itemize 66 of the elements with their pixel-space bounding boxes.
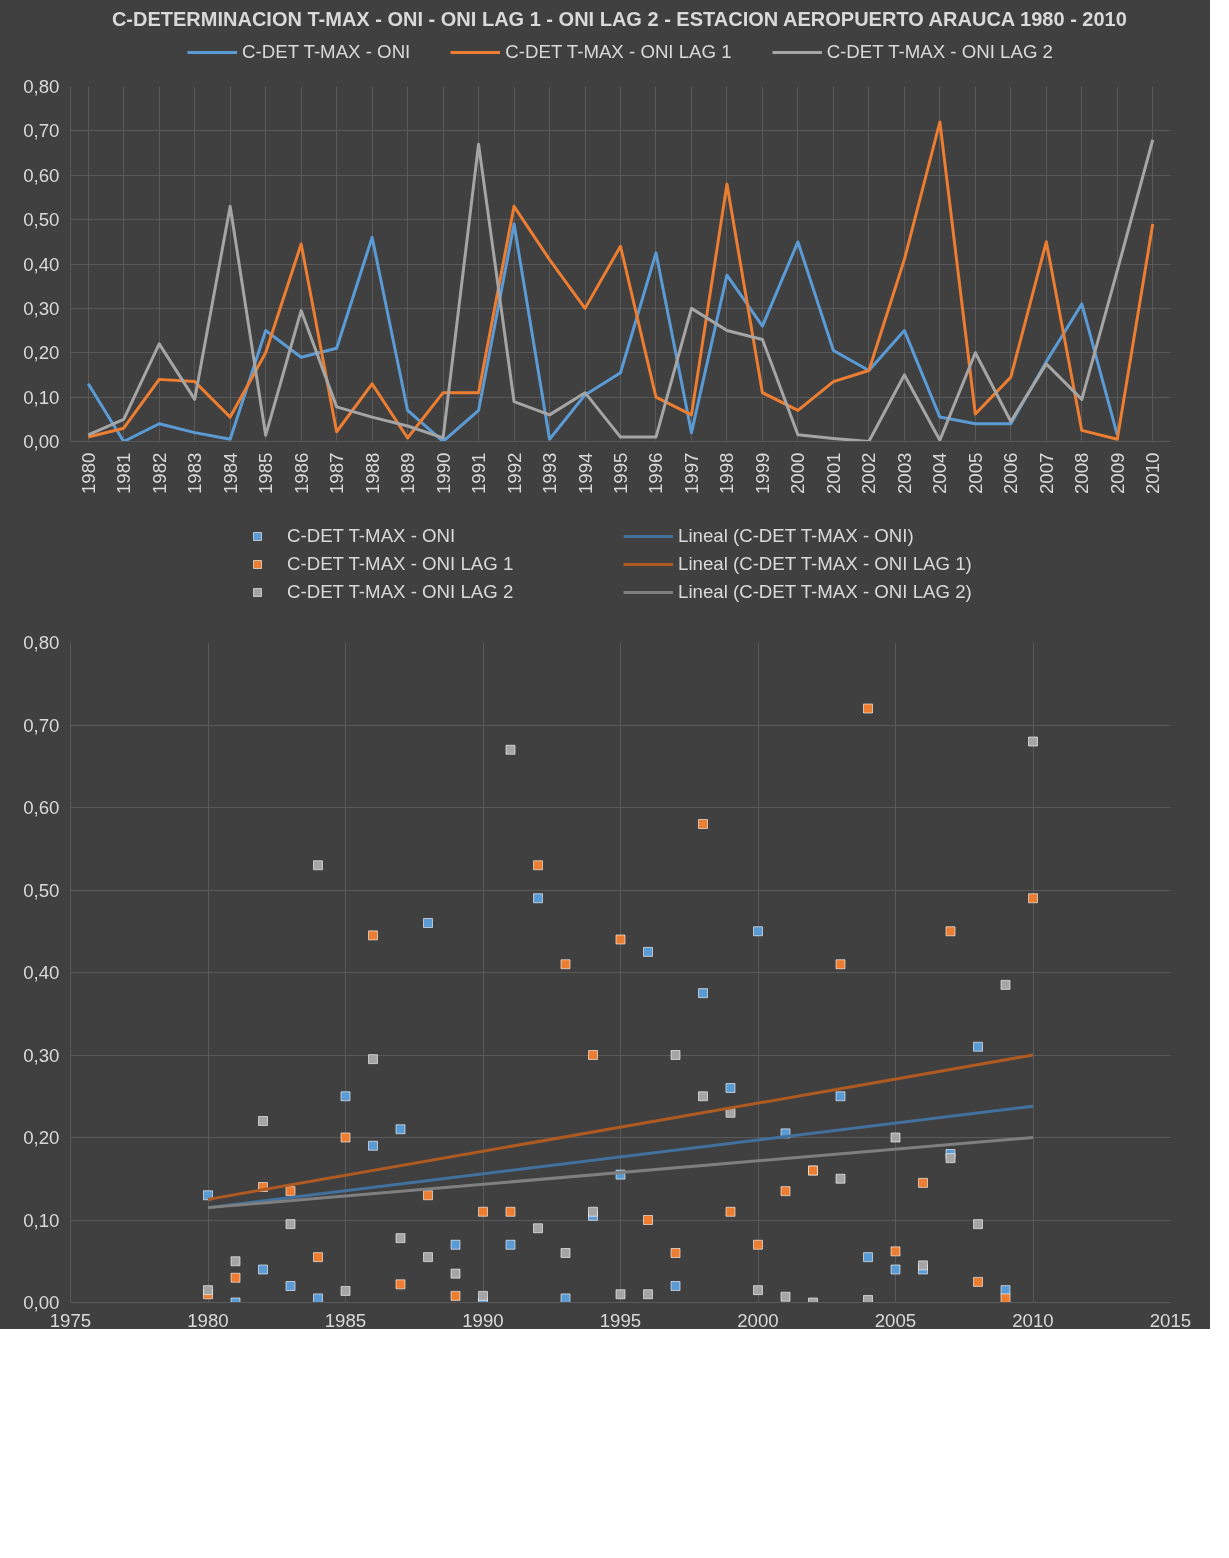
x-tick-label: 2015 [1149,1309,1192,1331]
x-tick-label: 1995 [610,452,631,494]
legend-label: C-DET T-MAX - ONI LAG 2 [287,580,515,603]
legend-label: Lineal (C-DET T-MAX - ONI LAG 1) [678,552,973,575]
y-tick-label: 0,50 [23,209,60,231]
y-tick-label: 0,50 [23,879,60,901]
legend-label: Lineal (C-DET T-MAX - ONI) [678,524,915,547]
x-tick-label: 1981 [113,452,135,494]
x-tick-label: 1989 [397,452,419,494]
x-tick-label: 2002 [858,452,880,494]
y-tick-label: 0,60 [23,797,60,818]
x-tick-label: 2000 [787,452,809,494]
x-tick-label: 1996 [645,452,667,494]
x-tick-label: 1984 [219,452,241,494]
legend-label: C-DET T-MAX - ONI [242,41,411,63]
y-tick-label: 0,10 [23,1209,60,1231]
x-tick-label: 2006 [1000,452,1022,494]
y-tick-label: 0,30 [23,297,60,319]
x-tick-label: 1982 [148,452,170,494]
legend-label: C-DET T-MAX - ONI LAG 1 [287,552,515,575]
x-tick-label: 1985 [255,452,277,494]
x-tick-label: 1986 [290,452,312,494]
x-tick-label: 2008 [1071,452,1093,494]
y-tick-label: 0,70 [23,714,60,736]
y-tick-label: 0,70 [23,120,60,142]
x-tick-label: 2003 [893,452,915,494]
y-tick-label: 0,20 [23,342,60,364]
x-tick-label: 1980 [187,1309,229,1331]
y-tick-label: 0,40 [23,962,60,983]
x-tick-label: 1987 [326,452,348,494]
x-tick-label: 2005 [964,452,986,494]
y-tick-label: 0,80 [23,632,60,653]
x-tick-label: 1999 [751,452,773,494]
x-tick-label: 1991 [468,452,490,494]
legend-label: Lineal (C-DET T-MAX - ONI LAG 2) [678,580,973,603]
chart-title: C-DETERMINACION T-MAX - ONI - ONI LAG 1 - ONI LAG 2 - ESTACION AEROPUERTO ARAUCA 1980 - 2010 [111,7,1127,30]
x-tick-label: 1990 [462,1309,504,1331]
y-tick-label: 0,80 [23,76,60,97]
x-tick-label: 1997 [680,452,702,494]
x-tick-label: 1985 [324,1309,367,1331]
x-tick-label: 1993 [539,452,561,494]
x-tick-label: 2004 [929,452,951,494]
legend-label: C-DET T-MAX - ONI LAG 2 [826,41,1053,63]
legend-label: C-DET T-MAX - ONI LAG 1 [505,41,732,63]
y-tick-label: 0,30 [23,1044,60,1066]
x-tick-label: 1994 [574,452,596,494]
y-tick-label: 0,20 [23,1127,60,1148]
x-tick-label: 1990 [432,452,454,494]
x-tick-label: 2001 [822,452,844,494]
x-tick-label: 2007 [1035,452,1057,494]
x-tick-label: 2010 [1142,452,1164,494]
x-tick-label: 1983 [184,452,206,494]
y-tick-label: 0,40 [23,253,60,275]
y-tick-label: 0,00 [23,431,60,452]
x-tick-label: 1995 [599,1309,642,1331]
x-tick-label: 1988 [361,452,383,494]
x-tick-label: 1992 [503,452,525,494]
x-tick-label: 2010 [1012,1309,1054,1331]
x-tick-label: 1980 [77,452,99,494]
x-tick-label: 2000 [737,1309,779,1331]
legend-label: C-DET T-MAX - ONI [287,524,457,547]
x-tick-label: 2005 [874,1309,917,1331]
x-tick-label: 1998 [716,452,738,494]
x-tick-label: 2009 [1106,452,1128,494]
y-tick-label: 0,10 [23,386,60,408]
y-tick-label: 0,60 [23,164,60,186]
